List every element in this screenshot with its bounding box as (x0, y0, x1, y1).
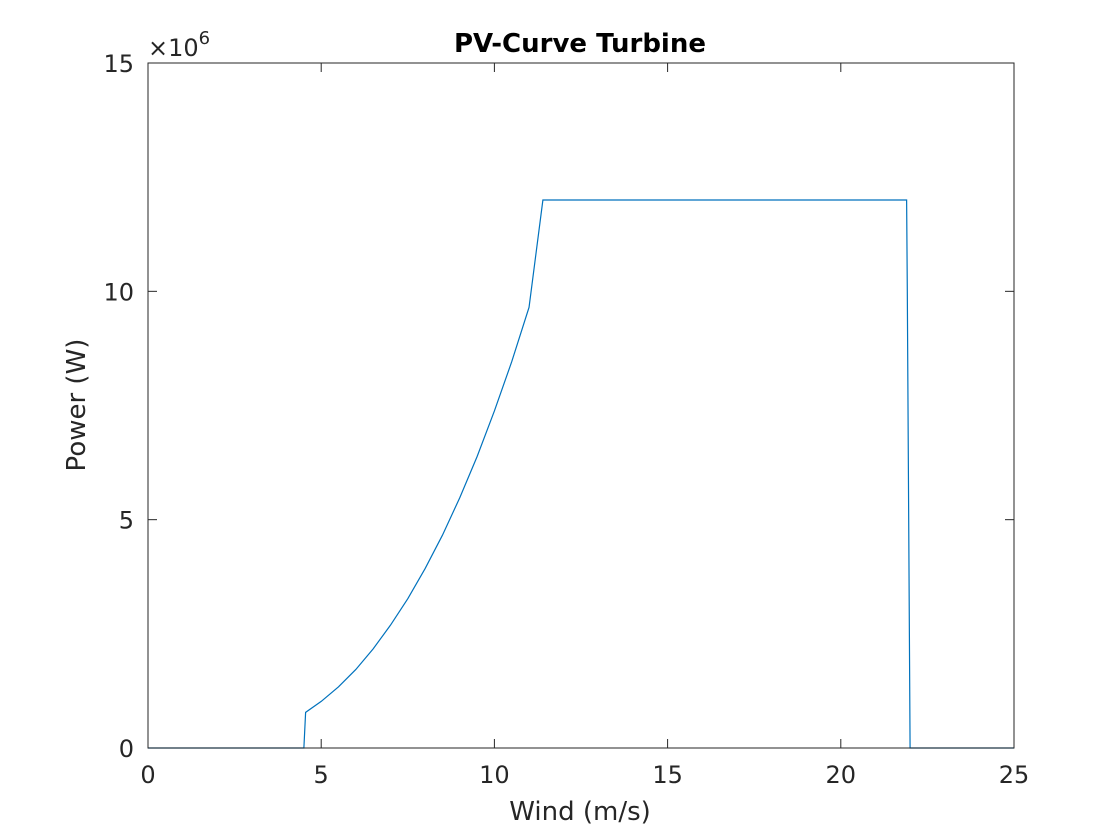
x-tick-label: 20 (826, 761, 857, 789)
x-tick-label: 0 (140, 761, 155, 789)
plot-area (148, 63, 1014, 748)
y-multiplier-base: ×10 (148, 34, 199, 62)
x-tick-label: 25 (999, 761, 1030, 789)
y-axis-label: Power (W) (62, 339, 92, 472)
x-tick-label: 15 (652, 761, 683, 789)
series-layer (148, 199, 1014, 749)
y-ticks: 0 5 10 15 (103, 50, 1014, 763)
y-tick-label: 5 (119, 507, 134, 535)
x-ticks: 0 5 10 15 20 25 (140, 63, 1029, 789)
x-tick-label: 5 (314, 761, 329, 789)
chart-title: PV-Curve Turbine (454, 29, 706, 59)
axes-box (147, 62, 1015, 749)
y-multiplier: ×106 (148, 28, 210, 62)
y-tick-label: 0 (119, 735, 134, 763)
y-tick-label: 15 (103, 50, 134, 78)
series-line-0 (148, 199, 1014, 749)
x-axis-label: Wind (m/s) (509, 797, 651, 827)
y-tick-label: 10 (103, 278, 134, 306)
x-tick-label: 10 (479, 761, 510, 789)
y-multiplier-exponent: 6 (199, 28, 210, 49)
